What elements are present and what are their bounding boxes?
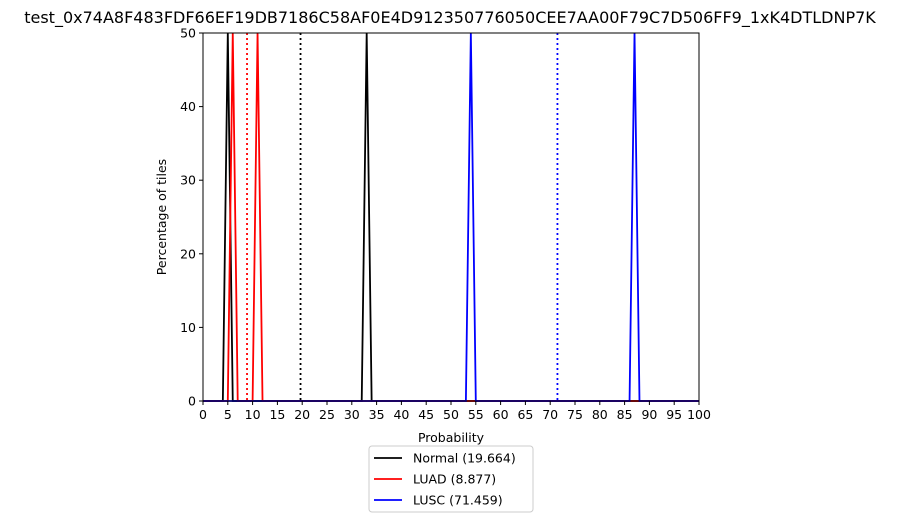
x-axis-label: Probability	[418, 430, 485, 445]
y-tick-label: 20	[180, 246, 196, 261]
y-tick-label: 30	[180, 173, 196, 188]
x-tick-label: 90	[641, 407, 657, 422]
x-tick-label: 95	[666, 407, 682, 422]
x-tick-label: 20	[294, 407, 310, 422]
y-tick-label: 40	[180, 99, 196, 114]
legend-frame	[368, 445, 534, 513]
y-axis-label: Percentage of tiles	[154, 159, 169, 275]
x-tick-label: 30	[344, 407, 360, 422]
x-tick-label: 10	[245, 407, 261, 422]
x-tick-label: 35	[369, 407, 385, 422]
x-tick-label: 70	[542, 407, 558, 422]
legend-label: LUSC (71.459)	[413, 493, 503, 508]
legend-label: Normal (19.664)	[413, 451, 516, 466]
y-tick-label: 50	[180, 26, 196, 41]
x-tick-label: 75	[567, 407, 583, 422]
x-tick-label: 60	[493, 407, 509, 422]
x-tick-label: 25	[319, 407, 335, 422]
y-axis: 0 10 20 30 40 50	[180, 26, 203, 409]
x-tick-label: 15	[269, 407, 285, 422]
x-axis: 0 5 10 15 20 25 30 35 40 45 50 55 60 65 70 75 80 85 90 95 10…	[199, 401, 711, 422]
x-tick-label: 45	[418, 407, 434, 422]
legend: Normal (19.664) LUAD (8.877) LUSC (71.459)	[368, 445, 534, 513]
x-tick-label: 5	[224, 407, 232, 422]
chart-title: test_0x74A8F483FDF66EF19DB7186C58AF0E4D9…	[24, 8, 876, 28]
x-tick-label: 100	[687, 407, 711, 422]
legend-label: LUAD (8.877)	[413, 472, 496, 487]
x-tick-label: 85	[617, 407, 633, 422]
x-tick-label: 55	[468, 407, 484, 422]
x-tick-label: 65	[517, 407, 533, 422]
x-tick-label: 40	[393, 407, 409, 422]
y-tick-label: 10	[180, 320, 196, 335]
mean-lines	[246, 33, 559, 401]
x-tick-label: 0	[199, 407, 207, 422]
x-tick-label: 50	[443, 407, 459, 422]
x-tick-label: 80	[592, 407, 608, 422]
y-tick-label: 0	[188, 394, 196, 409]
